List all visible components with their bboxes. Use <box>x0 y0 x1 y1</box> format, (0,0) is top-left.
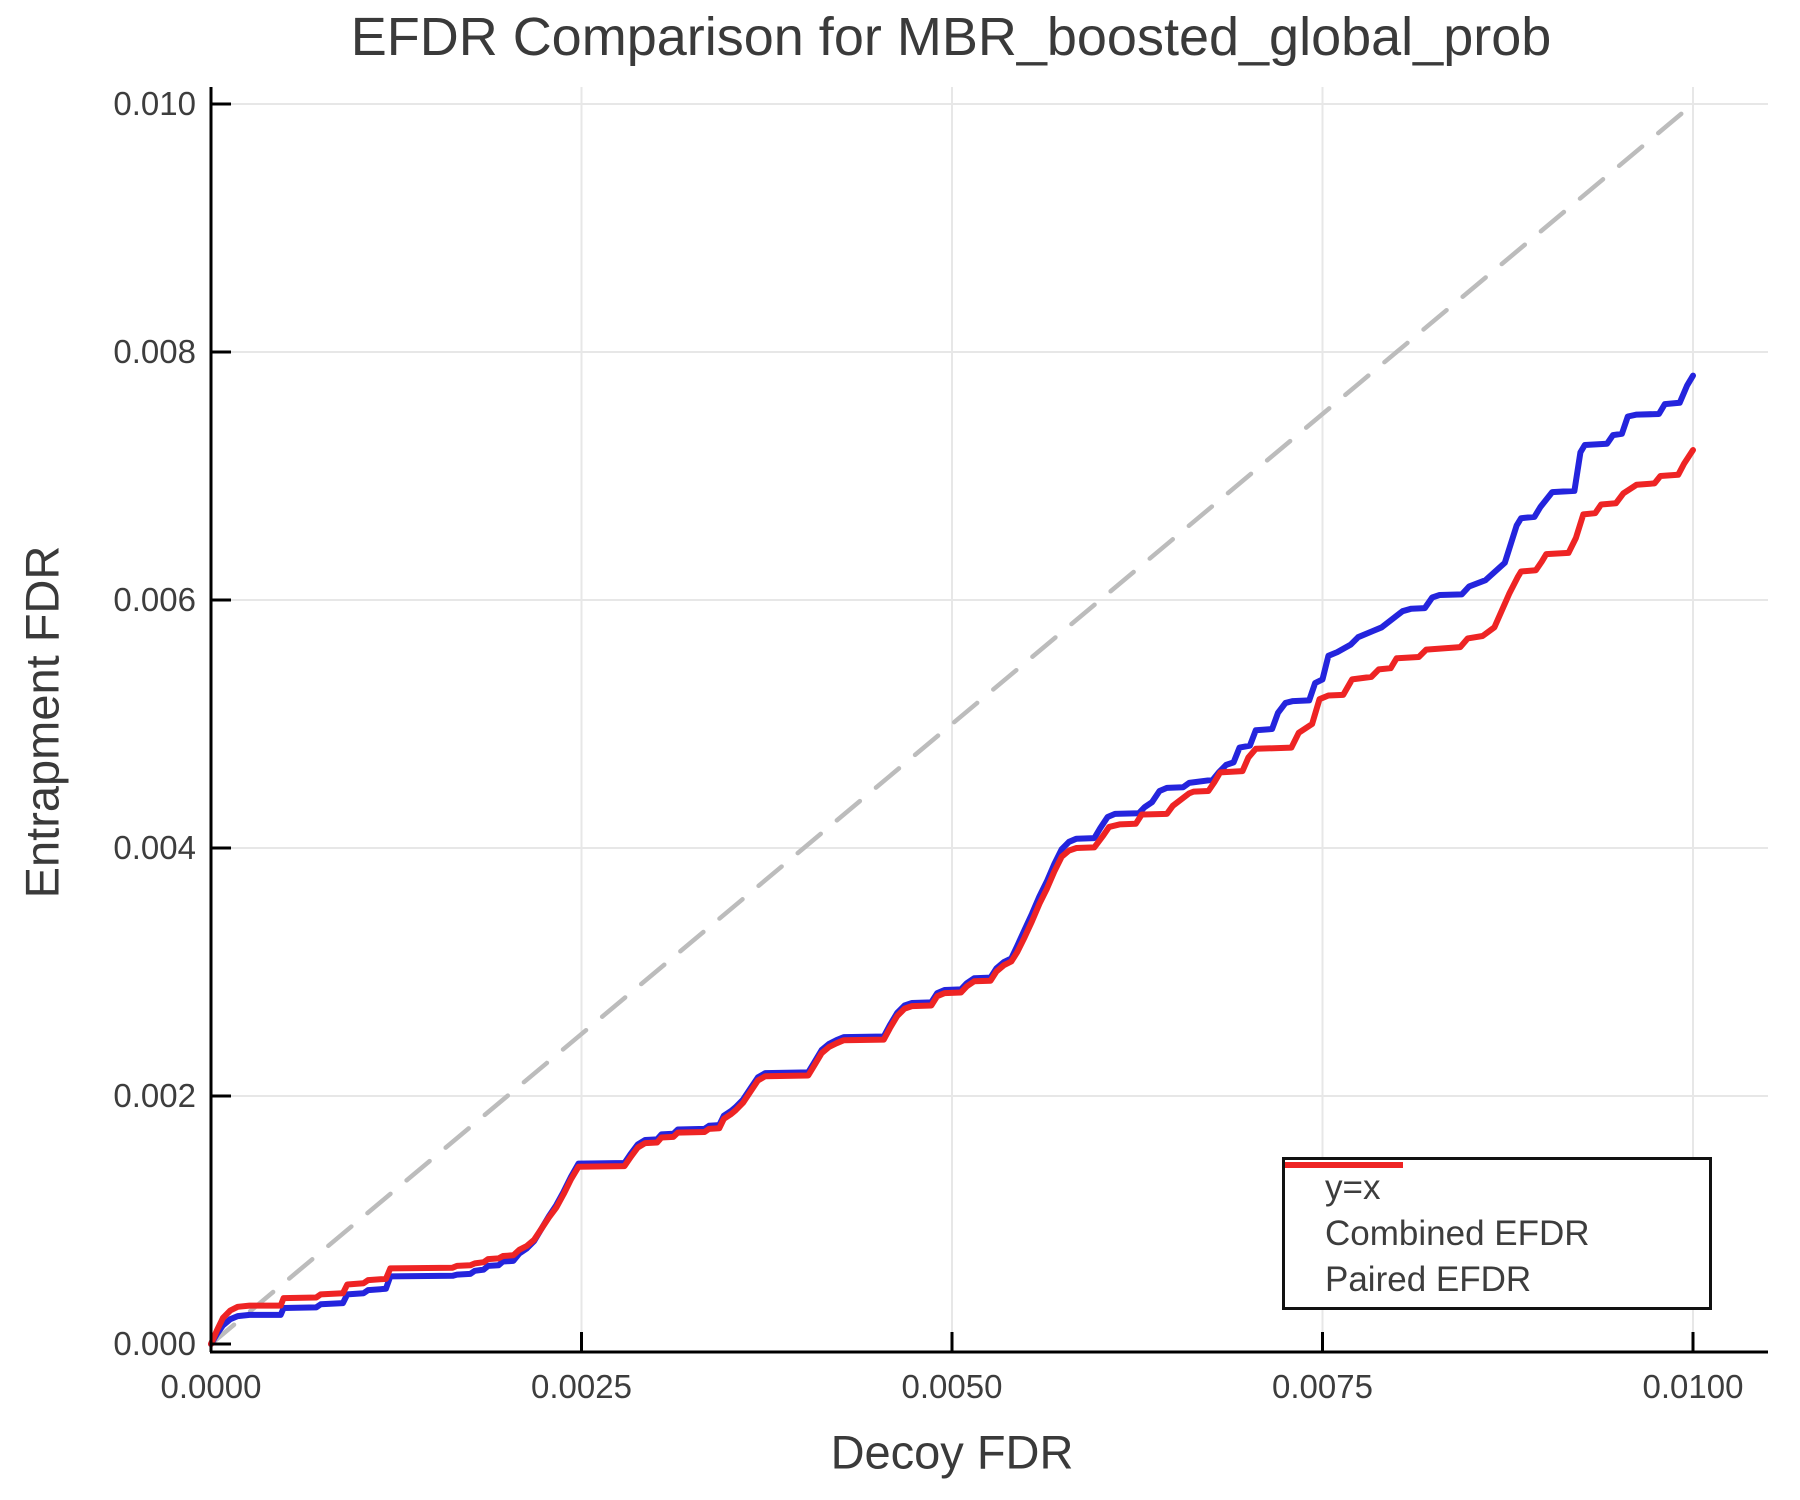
gridline-layer <box>211 87 1768 1352</box>
y-tick-label: 0.002 <box>113 1077 196 1114</box>
y-tick-label: 0.010 <box>113 85 196 122</box>
chart-title: EFDR Comparison for MBR_boosted_global_p… <box>350 7 1552 67</box>
legend-entry-combined: Combined EFDR <box>1285 1162 1709 1255</box>
x-tick-label: 0.0000 <box>161 1368 262 1405</box>
series-paired-efdr <box>208 447 1696 1347</box>
y-axis-label: Entrapment FDR <box>15 545 69 899</box>
legend-box: y=x Combined EFDR Paired EFDR <box>1282 1157 1712 1310</box>
x-tick-label: 0.0075 <box>1272 1368 1373 1405</box>
x-axis-label: Decoy FDR <box>830 1425 1074 1479</box>
series-y-x <box>208 101 1696 1347</box>
legend-label-paired: Paired EFDR <box>1325 1260 1532 1299</box>
x-tick-label: 0.0050 <box>902 1368 1003 1405</box>
y-tick-label: 0.006 <box>113 581 196 618</box>
axis-layer <box>209 87 1768 1354</box>
x-tick-label: 0.0025 <box>531 1368 632 1405</box>
legend-label-identity: y=x <box>1325 1168 1381 1207</box>
tick-label-layer: 0.0000 0.0025 0.0050 0.0075 0.0100 0.000 0.002… <box>113 85 1743 1405</box>
legend-entry-identity: y=x <box>1285 1162 1709 1209</box>
series-layer <box>208 101 1696 1347</box>
y-tick-label: 0.000 <box>113 1325 196 1362</box>
paired-line-swatch <box>1285 1162 1403 1168</box>
legend-label-combined: Combined EFDR <box>1325 1214 1590 1253</box>
y-tick-label: 0.008 <box>113 333 196 370</box>
legend-entry-paired: Paired EFDR <box>1285 1162 1709 1301</box>
y-tick-label: 0.004 <box>113 829 196 866</box>
x-tick-label: 0.0100 <box>1643 1368 1744 1405</box>
